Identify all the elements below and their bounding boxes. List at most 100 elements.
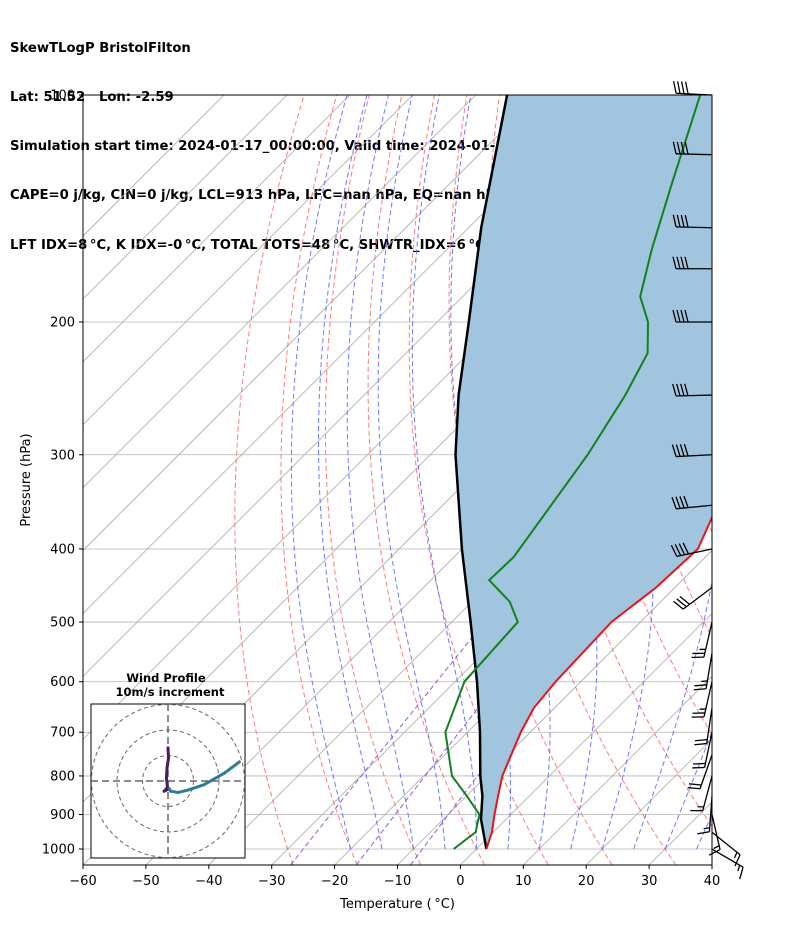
wind-barb-flag bbox=[672, 141, 677, 154]
wind-barb-flag bbox=[672, 383, 677, 397]
isotherm-line bbox=[460, 612, 712, 865]
wind-barb-staff bbox=[711, 814, 721, 850]
wind-barb-staff bbox=[711, 848, 744, 868]
wind-barb-flag bbox=[684, 383, 689, 396]
moist-adiabat-line bbox=[664, 730, 712, 850]
hodograph-trace bbox=[165, 756, 171, 770]
y-tick-label: 300 bbox=[50, 448, 75, 463]
isotherm-line bbox=[523, 675, 712, 865]
wind-barb-flag bbox=[672, 256, 677, 269]
wind-barb-staff bbox=[705, 653, 713, 689]
wind-barb-half-flag bbox=[713, 845, 720, 850]
isotherm-line bbox=[711, 864, 712, 865]
axes: −60 −50 −40 −30 −20 −10 0 10 20 30 40 1000 900 800 700… bbox=[19, 89, 720, 913]
wind-barb-staff bbox=[703, 732, 713, 768]
dry-adiabat-line bbox=[367, 95, 485, 865]
wind-barb-flag bbox=[680, 383, 685, 396]
wind-barb-half-flag bbox=[737, 864, 741, 872]
isotherm-line bbox=[334, 487, 712, 865]
wind-barb-flag bbox=[684, 214, 689, 228]
moist-adiabat-line bbox=[318, 95, 383, 850]
wind-barb-flag bbox=[682, 542, 690, 555]
wind-barb-flag bbox=[676, 309, 681, 323]
wind-barb-staff bbox=[675, 226, 713, 229]
moist-adiabat-line bbox=[411, 95, 477, 849]
wind-barb-flag bbox=[680, 141, 685, 155]
moist-adiabat-line bbox=[601, 95, 654, 850]
wind-barb-staff bbox=[676, 504, 713, 510]
x-tick-label: −20 bbox=[321, 874, 348, 889]
x-axis-label: Temperature ( °C) bbox=[339, 897, 455, 912]
cape-shading bbox=[455, 95, 712, 849]
y-tick-label: 700 bbox=[50, 726, 75, 741]
wind-barb-flag bbox=[676, 598, 687, 608]
wind-barb-flag bbox=[708, 849, 721, 856]
dry-adiabat-line bbox=[408, 95, 549, 865]
isotherm-line bbox=[83, 95, 539, 552]
hodograph-trace bbox=[176, 788, 190, 794]
wind-barb-flag bbox=[674, 544, 682, 556]
wind-barb-staff bbox=[706, 707, 713, 744]
y-tick-label: 100 bbox=[50, 89, 75, 104]
hodograph-trace bbox=[222, 760, 241, 775]
wind-barb bbox=[671, 443, 713, 458]
wind-barb-flag bbox=[673, 600, 684, 610]
wind-barb-half-flag bbox=[703, 827, 710, 830]
hodograph-subtitle: 10m/s increment bbox=[116, 685, 225, 699]
y-tick-label: 600 bbox=[50, 675, 75, 690]
wind-barb-flag bbox=[672, 309, 677, 323]
isotherm-line bbox=[83, 95, 288, 300]
wind-barb-half-flag bbox=[733, 851, 738, 859]
hodograph-plot bbox=[91, 704, 245, 858]
wind-barb bbox=[711, 831, 741, 867]
wind-barb-flag bbox=[697, 831, 710, 835]
wind-barb-staff bbox=[675, 153, 713, 156]
wind-barb-flag bbox=[694, 742, 707, 746]
x-tick-label: −40 bbox=[195, 874, 222, 889]
x-tick-label: −60 bbox=[69, 874, 96, 889]
hodograph-trace bbox=[164, 766, 169, 780]
stability-indices: LFT IDX=8 °C, K IDX=-0 °C, TOTAL TOTS=48… bbox=[10, 237, 485, 253]
wind-barb-flag bbox=[675, 496, 681, 509]
isotherm-line bbox=[83, 95, 413, 426]
y-axis-label: Pressure (hPa) bbox=[19, 433, 34, 526]
isotherm-line bbox=[397, 549, 712, 865]
y-tick-label: 400 bbox=[50, 542, 75, 557]
isotherm-line bbox=[83, 95, 476, 489]
wind-barb-flag bbox=[671, 496, 677, 510]
wind-barb bbox=[672, 309, 712, 323]
wind-barb-staff bbox=[676, 454, 713, 458]
wind-barb-flag bbox=[694, 738, 708, 742]
cape-area bbox=[455, 95, 712, 849]
y-tick-label: 500 bbox=[50, 616, 75, 631]
dry-adiabat-line bbox=[760, 95, 794, 865]
y-tick-label: 800 bbox=[50, 769, 75, 784]
wind-barb-flag bbox=[675, 444, 681, 457]
isotherm-line bbox=[83, 95, 602, 614]
y-tick-label: 900 bbox=[50, 808, 75, 823]
wind-barb-flag bbox=[734, 854, 741, 867]
wind-barb bbox=[691, 621, 713, 658]
y-tick-label: 1000 bbox=[42, 843, 75, 858]
temperature-profile-line bbox=[485, 515, 712, 850]
wind-barb bbox=[672, 256, 712, 270]
wind-barb-staff bbox=[703, 681, 713, 717]
wind-barb bbox=[708, 814, 721, 856]
wind-barb-flag bbox=[680, 81, 685, 94]
wind-barb bbox=[692, 732, 713, 769]
wind-barb bbox=[672, 383, 713, 397]
dry-adiabat-line bbox=[280, 95, 358, 865]
wind-barb-flag bbox=[688, 783, 702, 786]
wind-barb-staff bbox=[703, 621, 713, 658]
dry-adiabat-line bbox=[324, 95, 422, 865]
x-tick-label: 0 bbox=[456, 874, 464, 889]
wind-barb-staff bbox=[675, 394, 713, 397]
chart-header: SkewTLogP BristolFilton Lat: 51.52 Lon: … bbox=[10, 8, 612, 270]
wind-barb-flag bbox=[676, 256, 681, 269]
wind-barb bbox=[711, 848, 744, 880]
wind-barb bbox=[691, 681, 713, 718]
wind-barb-flag bbox=[694, 684, 707, 687]
dry-adiabat-line bbox=[727, 95, 794, 865]
convective-params: CAPE=0 j/kg, CIN=0 j/kg, LCL=913 hPa, LF… bbox=[10, 188, 504, 204]
